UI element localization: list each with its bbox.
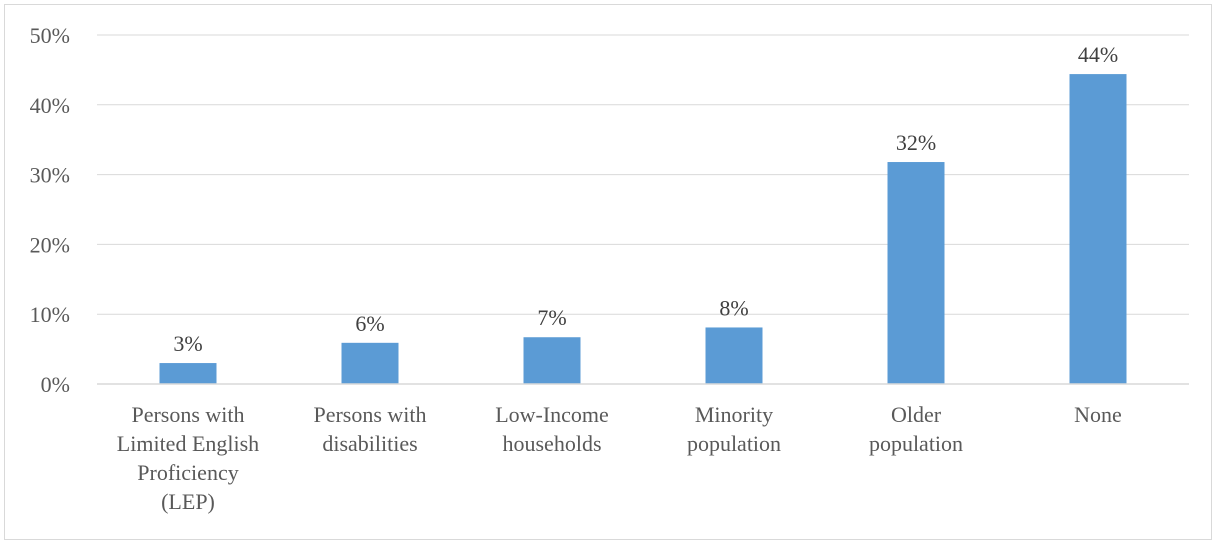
bar [705,327,763,384]
chart-area: 0% 10% 20% 30% 40% 50% 3% Persons with Limited E… [4,4,1212,540]
y-tick-label: 10% [30,302,70,327]
bar [159,363,217,384]
data-label: 32% [896,130,936,155]
y-tick-label: 30% [30,163,70,188]
bar-chart: 0% 10% 20% 30% 40% 50% 3% Persons with Limited E… [30,23,1189,514]
x-tick-label: Minority population [687,402,781,456]
x-tick-label: Persons with Limited English Proficiency (L… [117,402,259,514]
data-label: 3% [173,331,202,356]
bar [887,162,945,384]
x-tick-label: Low-Income households [495,402,609,456]
bars [159,74,1127,384]
data-label: 44% [1078,42,1118,67]
y-tick-label: 50% [30,23,70,48]
bar [523,337,581,384]
x-tick-label: Older population [869,402,963,456]
x-tick-label: Persons with disabilities [313,402,426,456]
y-tick-label: 40% [30,93,70,118]
y-tick-label: 20% [30,232,70,257]
gridlines [97,34,1189,315]
labels: 0% 10% 20% 30% 40% 50% 3% Persons with Limited E… [30,23,1122,514]
bar [1069,74,1127,384]
data-label: 8% [719,295,748,320]
bar [341,342,399,384]
data-label: 7% [537,305,566,330]
y-tick-label: 0% [41,372,70,397]
data-label: 6% [355,311,384,336]
x-tick-label: None [1074,402,1122,427]
